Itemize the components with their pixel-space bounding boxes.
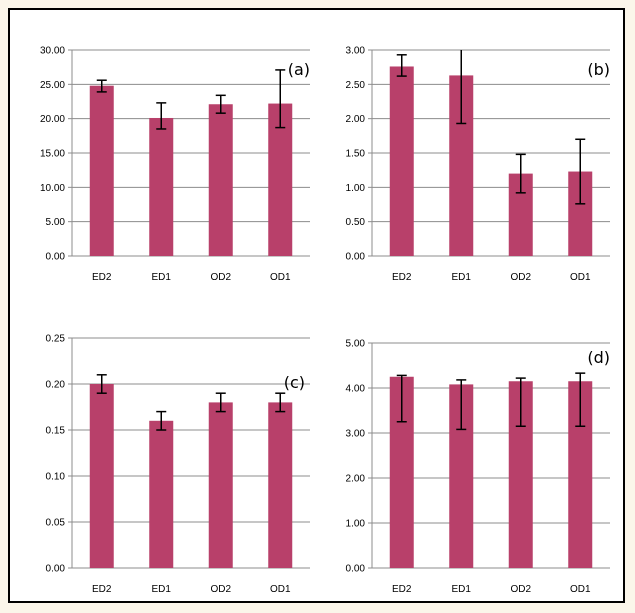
panel-label: (b) <box>587 60 610 79</box>
chart-panel-b: 0.00 0.50 1.00 1.50 2.00 2.50 3.00 ED2 ED1 OD2 OD1… <box>346 46 610 283</box>
x-tick-label: OD1 <box>570 584 591 595</box>
chart-panel-c: 0.00 0.05 0.10 0.15 0.20 0.25 ED2 ED1 OD2 OD1 (c) <box>46 334 310 595</box>
x-tick-label: OD2 <box>210 272 231 283</box>
bar-od1 <box>268 103 293 256</box>
y-tick-label: 0.00 <box>346 564 366 575</box>
x-tick-label: OD1 <box>570 272 591 283</box>
x-tick-label: ED2 <box>392 584 412 595</box>
y-tick-label: 20.00 <box>40 114 65 125</box>
bar-ed2 <box>89 384 114 568</box>
y-tick-label: 25.00 <box>40 80 65 91</box>
y-tick-label: 3.00 <box>346 429 366 440</box>
y-tick-label: 5.00 <box>346 339 366 350</box>
y-tick-label: 3.00 <box>346 46 366 57</box>
y-tick-label: 2.00 <box>346 474 366 485</box>
x-tick-label: OD1 <box>270 272 291 283</box>
panel-label: (d) <box>587 348 610 367</box>
x-tick-label: OD2 <box>510 584 531 595</box>
y-tick-label: 0.10 <box>46 472 66 483</box>
y-tick-label: 0.15 <box>46 426 66 437</box>
y-tick-label: 0.25 <box>46 334 66 345</box>
bar-ed1 <box>149 117 174 256</box>
y-tick-label: 5.00 <box>46 217 66 228</box>
x-tick-label: ED2 <box>392 272 412 283</box>
bar-od2 <box>208 104 233 256</box>
bar-ed1 <box>149 420 174 568</box>
y-tick-label: 0.00 <box>346 252 366 263</box>
x-tick-label: OD2 <box>510 272 531 283</box>
bar-od2 <box>208 402 233 568</box>
y-tick-label: 10.00 <box>40 183 65 194</box>
y-tick-label: 2.50 <box>346 80 366 91</box>
x-tick-label: OD1 <box>270 584 291 595</box>
bar-ed2 <box>89 85 114 256</box>
y-tick-label: 2.00 <box>346 114 366 125</box>
panel-label: (c) <box>284 373 305 392</box>
y-tick-label: 0.05 <box>46 518 66 529</box>
bar-ed2 <box>389 66 414 256</box>
chart-panel-d: 0.00 1.00 2.00 3.00 4.00 5.00 ED2 ED1 OD2 OD1 (d) <box>346 339 610 595</box>
x-tick-label: OD2 <box>210 584 231 595</box>
y-tick-label: 0.00 <box>46 564 66 575</box>
x-tick-label: ED1 <box>452 272 472 283</box>
y-tick-label: 0.20 <box>46 380 66 391</box>
x-tick-label: ED1 <box>452 584 472 595</box>
y-tick-label: 0.50 <box>346 217 366 228</box>
y-tick-label: 1.00 <box>346 183 366 194</box>
x-tick-label: ED1 <box>152 272 172 283</box>
x-tick-label: ED1 <box>152 584 172 595</box>
chart-panel-a: 0.00 5.00 10.00 15.00 20.00 25.00 30.00 ED2 ED1 O… <box>40 46 310 283</box>
bar-od1 <box>268 402 293 568</box>
y-tick-label: 1.50 <box>346 149 366 160</box>
y-tick-label: 4.00 <box>346 384 366 395</box>
panel-label: (a) <box>288 60 310 79</box>
y-tick-label: 15.00 <box>40 149 65 160</box>
x-tick-label: ED2 <box>92 272 112 283</box>
y-tick-label: 1.00 <box>346 519 366 530</box>
x-tick-label: ED2 <box>92 584 112 595</box>
y-tick-label: 30.00 <box>40 46 65 57</box>
y-tick-label: 0.00 <box>46 252 66 263</box>
